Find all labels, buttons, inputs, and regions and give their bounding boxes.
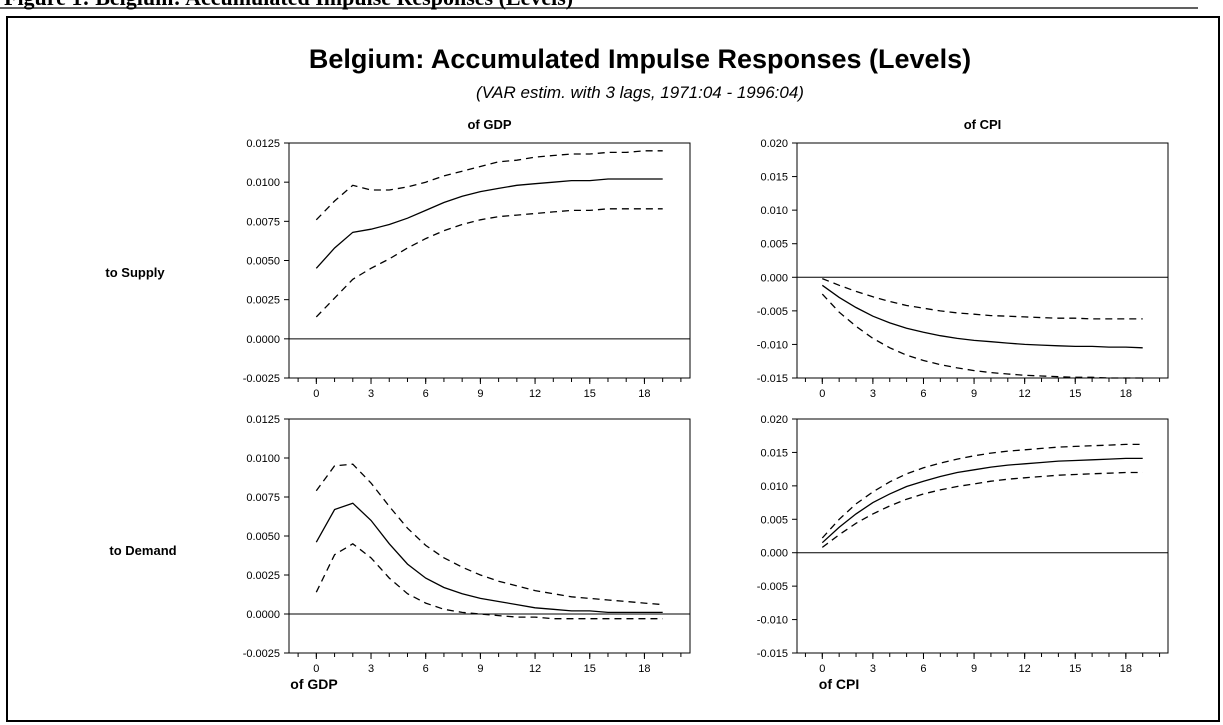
y-tick-label-cpi-demand-6: 0.015 — [760, 447, 788, 459]
x-tick-label-cpi-supply-6: 18 — [1120, 388, 1132, 400]
y-tick-label-cpi-demand-4: 0.005 — [760, 514, 788, 526]
y-tick-label-gdp-demand-2: 0.0025 — [246, 570, 280, 582]
panel-cpi-supply: of CPI -0.015 -0.010 -0.005 0.000 0.005 0.010 0… — [757, 117, 1169, 400]
x-tick-label-cpi-demand-6: 18 — [1120, 663, 1132, 675]
y-tick-label-cpi-demand-1: -0.010 — [757, 615, 788, 627]
y-tick-label-cpi-demand-5: 0.010 — [760, 481, 788, 493]
x-tick-label-gdp-demand-6: 18 — [638, 663, 650, 675]
y-tick-label-cpi-supply-5: 0.010 — [760, 205, 788, 217]
y-tick-label-cpi-supply-2: -0.005 — [757, 306, 788, 318]
x-tick-label-gdp-supply-5: 15 — [584, 388, 596, 400]
y-tick-label-cpi-supply-6: 0.015 — [760, 172, 788, 184]
x-tick-label-gdp-supply-4: 12 — [529, 388, 541, 400]
panel-title-gdp-supply: of GDP — [467, 117, 511, 132]
x-tick-label-cpi-demand-4: 12 — [1019, 663, 1031, 675]
y-tick-label-gdp-supply-4: 0.0075 — [246, 216, 280, 228]
y-tick-label-gdp-demand-5: 0.0100 — [246, 453, 280, 465]
panel-title-cpi-supply: of CPI — [964, 117, 1002, 132]
response-line-gdp-supply-0 — [315, 178, 663, 269]
x-tick-label-cpi-supply-1: 3 — [870, 388, 876, 400]
figure-caption: Figure 1: Belgium: Accumulated Impulse R… — [4, 0, 573, 10]
y-tick-label-gdp-demand-4: 0.0075 — [246, 492, 280, 504]
x-tick-label-cpi-supply-4: 12 — [1019, 388, 1031, 400]
y-tick-label-gdp-demand-0: -0.0025 — [243, 648, 280, 660]
confidence-band-line-gdp-supply-1 — [315, 150, 663, 221]
x-tick-label-gdp-supply-6: 18 — [638, 388, 650, 400]
x-tick-label-cpi-demand-3: 9 — [971, 663, 977, 675]
y-tick-label-gdp-supply-5: 0.0100 — [246, 177, 280, 189]
x-tick-label-cpi-supply-3: 9 — [971, 388, 977, 400]
plot-frame-gdp-demand — [288, 418, 691, 654]
confidence-band-line-cpi-demand-1 — [821, 443, 1143, 539]
y-tick-label-cpi-supply-1: -0.010 — [757, 339, 788, 351]
row-label-supply: to Supply — [105, 265, 165, 280]
x-tick-label-cpi-demand-1: 3 — [870, 663, 876, 675]
confidence-band-line-gdp-demand-2 — [315, 543, 663, 620]
y-tick-label-gdp-supply-2: 0.0025 — [246, 295, 280, 307]
x-tick-label-gdp-supply-1: 3 — [368, 388, 374, 400]
confidence-band-line-cpi-supply-2 — [821, 293, 1143, 379]
bottom-label-gdp: of GDP — [290, 676, 337, 692]
panel-gdp-supply: of GDP -0.0025 0.0000 0.0025 0.0050 0.0075 0.0… — [243, 117, 691, 400]
y-tick-label-cpi-demand-0: -0.015 — [757, 648, 788, 660]
x-tick-label-cpi-demand-0: 0 — [819, 663, 825, 675]
y-tick-label-cpi-supply-7: 0.020 — [760, 138, 788, 150]
response-line-cpi-supply-0 — [821, 284, 1143, 349]
confidence-band-line-gdp-demand-1 — [315, 463, 663, 606]
response-line-cpi-demand-0 — [821, 457, 1143, 544]
confidence-band-line-cpi-supply-1 — [822, 277, 1143, 320]
x-tick-label-cpi-supply-5: 15 — [1069, 388, 1081, 400]
y-tick-label-gdp-supply-0: -0.0025 — [243, 373, 280, 385]
x-tick-label-gdp-demand-4: 12 — [529, 663, 541, 675]
x-tick-label-gdp-demand-3: 9 — [477, 663, 483, 675]
y-tick-label-cpi-supply-0: -0.015 — [757, 373, 788, 385]
x-tick-label-cpi-demand-5: 15 — [1069, 663, 1081, 675]
x-tick-label-gdp-supply-2: 6 — [423, 388, 429, 400]
panel-gdp-demand: -0.0025 0.0000 0.0025 0.0050 0.0075 0.0100 0.0… — [243, 414, 691, 675]
plot-frame-cpi-supply — [796, 142, 1169, 379]
figure-title: Belgium: Accumulated Impulse Responses (… — [309, 44, 971, 74]
y-tick-label-cpi-demand-7: 0.020 — [760, 414, 788, 426]
y-tick-label-gdp-supply-6: 0.0125 — [246, 138, 280, 150]
y-tick-label-gdp-demand-1: 0.0000 — [246, 609, 280, 621]
response-line-gdp-demand-0 — [315, 502, 663, 614]
figure-subtitle: (VAR estim. with 3 lags, 1971:04 - 1996:… — [476, 83, 804, 102]
x-tick-label-cpi-supply-0: 0 — [819, 388, 825, 400]
y-tick-label-gdp-demand-3: 0.0050 — [246, 531, 280, 543]
x-tick-label-gdp-supply-0: 0 — [313, 388, 319, 400]
y-tick-label-cpi-demand-3: 0.000 — [760, 548, 788, 560]
y-tick-label-gdp-demand-6: 0.0125 — [246, 414, 280, 426]
plot-frame-gdp-supply — [288, 142, 691, 379]
y-tick-label-gdp-supply-3: 0.0050 — [246, 256, 280, 268]
x-tick-label-cpi-supply-2: 6 — [920, 388, 926, 400]
x-tick-label-gdp-demand-2: 6 — [423, 663, 429, 675]
bottom-label-cpi: of CPI — [819, 676, 859, 692]
plot-frame-cpi-demand — [796, 418, 1169, 654]
confidence-band-line-gdp-supply-2 — [315, 208, 663, 318]
x-tick-label-cpi-demand-2: 6 — [920, 663, 926, 675]
y-tick-label-cpi-supply-4: 0.005 — [760, 239, 788, 251]
y-tick-label-gdp-supply-1: 0.0000 — [246, 334, 280, 346]
x-tick-label-gdp-demand-5: 15 — [584, 663, 596, 675]
y-tick-label-cpi-supply-3: 0.000 — [760, 272, 788, 284]
panels: of GDP-0.00250.00000.00250.00500.00750.0… — [243, 117, 1169, 675]
figure-frame — [6, 16, 1220, 722]
x-tick-label-gdp-demand-0: 0 — [313, 663, 319, 675]
x-tick-label-gdp-demand-1: 3 — [368, 663, 374, 675]
row-label-demand: to Demand — [109, 543, 176, 558]
x-tick-label-gdp-supply-3: 9 — [477, 388, 483, 400]
y-tick-label-cpi-demand-2: -0.005 — [757, 581, 788, 593]
panel-cpi-demand: -0.015 -0.010 -0.005 0.000 0.005 0.010 0.015 0.… — [757, 414, 1169, 675]
confidence-band-line-cpi-demand-2 — [821, 471, 1143, 548]
